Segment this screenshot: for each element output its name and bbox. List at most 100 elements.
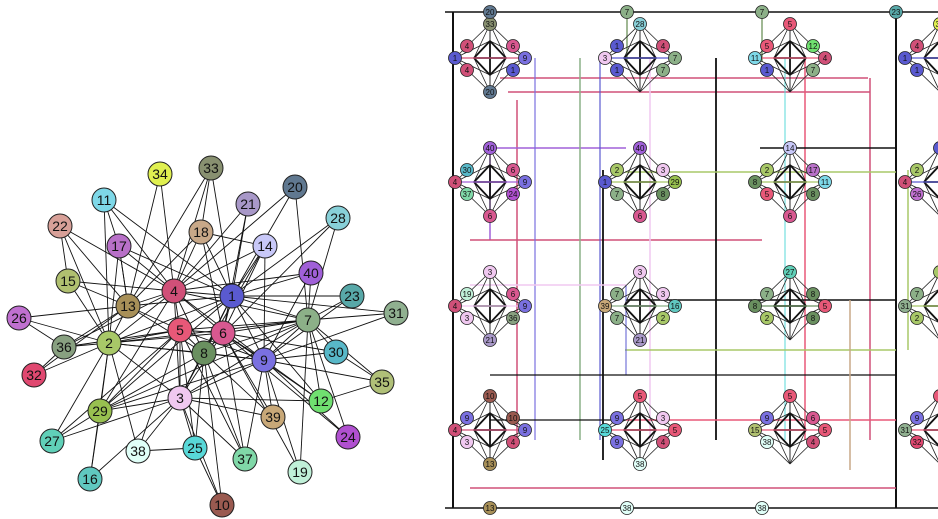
grid-node-label: 1 <box>511 66 516 75</box>
graph-edge <box>222 332 246 460</box>
grid-node-label: 31 <box>901 302 910 311</box>
grid-node-9: 9 <box>518 175 532 189</box>
grid-node-7: 7 <box>610 187 624 201</box>
grid-node-10: 10 <box>506 411 520 425</box>
grid-node-11: 11 <box>748 51 762 65</box>
right-grid-nodes: 3341694120281347175511124173441224123403… <box>448 5 938 515</box>
grid-node-label: 4 <box>661 42 666 51</box>
graph-node-13: 13 <box>115 293 141 319</box>
graph-node-label: 14 <box>257 238 273 254</box>
grid-edge <box>789 305 807 341</box>
graph-node-circle <box>369 369 395 395</box>
grid-node-21: 21 <box>633 333 647 347</box>
graph-node-27: 27 <box>39 428 65 454</box>
grid-node-circle <box>448 175 462 189</box>
graph-node-24: 24 <box>335 424 361 450</box>
grid-node-label: 38 <box>623 504 632 513</box>
grid-node-label: 7 <box>673 54 678 63</box>
grid-node-circle <box>610 311 624 325</box>
grid-edge <box>604 57 641 93</box>
graph-edge <box>299 319 309 473</box>
grid-node-3: 3 <box>598 51 612 65</box>
grid-node-17: 17 <box>806 163 820 177</box>
grid-node-38: 38 <box>760 435 774 449</box>
graph-node-circle <box>6 305 32 331</box>
grid-node-label: 13 <box>486 504 495 513</box>
grid-node-label: 6 <box>638 212 643 221</box>
graph-edge <box>63 305 129 348</box>
grid-node-label: 6 <box>511 166 516 175</box>
grid-edge <box>623 181 641 200</box>
grid-node-circle <box>610 39 624 53</box>
graph-node-label: 28 <box>330 210 346 226</box>
grid-node-circle <box>933 389 938 403</box>
grid-node-circle <box>620 501 634 515</box>
grid-cell: 5 5 11 12 4 1 7 <box>748 17 832 93</box>
grid-node-label: 6 <box>488 212 493 221</box>
grid-edge <box>904 429 938 463</box>
grid-node-label: 1 <box>603 178 608 187</box>
graph-edge <box>59 225 175 292</box>
grid-node-circle <box>806 187 820 201</box>
graph-node-circle <box>295 307 321 333</box>
grid-node-9: 9 <box>760 411 774 425</box>
grid-node-label: 3 <box>603 54 608 63</box>
grid-node-4: 4 <box>656 435 670 449</box>
grid-node-6: 6 <box>506 287 520 301</box>
grid-edge <box>773 57 791 76</box>
grid-edge <box>789 57 807 93</box>
grid-node-2: 2 <box>610 163 624 177</box>
grid-node-3: 3 <box>656 411 670 425</box>
graph-edge <box>222 332 349 438</box>
grid-node-circle <box>760 63 774 77</box>
graph-edge <box>99 329 181 412</box>
grid-node-label: 4 <box>453 426 458 435</box>
grid-node-label: 6 <box>788 212 793 221</box>
grid-edge <box>489 305 507 324</box>
grid-node-5: 5 <box>818 423 832 437</box>
graph-node-36: 36 <box>51 334 77 360</box>
grid-edge <box>789 305 807 324</box>
grid-edge <box>904 397 938 431</box>
grid-node-label: 1 <box>453 54 458 63</box>
graph-node-17: 17 <box>106 233 132 259</box>
graph-node-14: 14 <box>252 233 278 259</box>
graph-node-5: 5 <box>167 317 193 343</box>
grid-node-label: 3 <box>661 166 666 175</box>
grid-node-31: 31 <box>898 423 912 437</box>
grid-edge <box>923 289 938 307</box>
grid-edge-node-38: 38 <box>755 501 769 515</box>
grid-node-6: 6 <box>506 163 520 177</box>
graph-edge <box>231 295 309 321</box>
graph-edge <box>179 359 265 399</box>
graph-edge <box>263 359 383 383</box>
grid-node-10: 10 <box>483 389 497 403</box>
grid-edge <box>473 57 491 76</box>
graph-edge <box>33 342 110 376</box>
grid-edge-node-23: 23 <box>889 5 903 19</box>
grid-node-label: 30 <box>463 166 472 175</box>
grid-node-circle <box>760 435 774 449</box>
graph-edge <box>210 167 233 297</box>
graph-node-label: 33 <box>203 160 219 176</box>
grid-node-circle <box>598 51 612 65</box>
graph-node-circle <box>167 385 193 411</box>
grid-node-label: 8 <box>811 314 816 323</box>
graph-node-circle <box>47 213 73 239</box>
grid-cell: 3 7 39 3 16 7 2 21 <box>598 265 682 347</box>
graph-node-circle <box>339 283 365 309</box>
graph-node-label: 20 <box>287 179 303 195</box>
grid-node-circle <box>898 423 912 437</box>
graph-node-circle <box>235 191 261 217</box>
grid-node-label: 32 <box>913 438 922 447</box>
graph-edge <box>108 290 175 344</box>
grid-node-circle <box>598 175 612 189</box>
grid-node-1: 1 <box>933 141 938 155</box>
graph-edge <box>99 352 205 412</box>
grid-node-circle <box>483 141 497 155</box>
graph-edge <box>203 352 274 418</box>
graph-node-circle <box>323 339 349 365</box>
graph-edge <box>203 319 309 354</box>
